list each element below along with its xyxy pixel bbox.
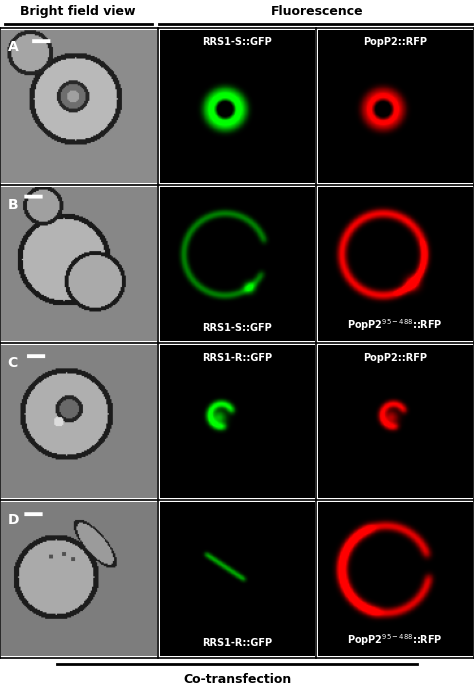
Text: A: A xyxy=(8,41,18,54)
Text: PopP2$^{95-488}$::RFP: PopP2$^{95-488}$::RFP xyxy=(347,317,443,333)
Text: D: D xyxy=(8,513,19,527)
Text: RRS1-R::GFP: RRS1-R::GFP xyxy=(202,638,272,648)
Text: B: B xyxy=(8,198,18,212)
Text: RRS1-S::GFP: RRS1-S::GFP xyxy=(202,37,272,48)
Text: Bright field view: Bright field view xyxy=(20,5,136,17)
Text: Co-transfection: Co-transfection xyxy=(183,673,291,686)
Text: Fluorescence: Fluorescence xyxy=(271,5,364,17)
Text: PopP2$^{95-488}$::RFP: PopP2$^{95-488}$::RFP xyxy=(347,633,443,648)
Text: C: C xyxy=(8,356,18,369)
Text: PopP2::RFP: PopP2::RFP xyxy=(363,353,427,362)
Text: PopP2::RFP: PopP2::RFP xyxy=(363,37,427,48)
Text: RRS1-R::GFP: RRS1-R::GFP xyxy=(202,353,272,362)
Text: RRS1-S::GFP: RRS1-S::GFP xyxy=(202,323,272,333)
